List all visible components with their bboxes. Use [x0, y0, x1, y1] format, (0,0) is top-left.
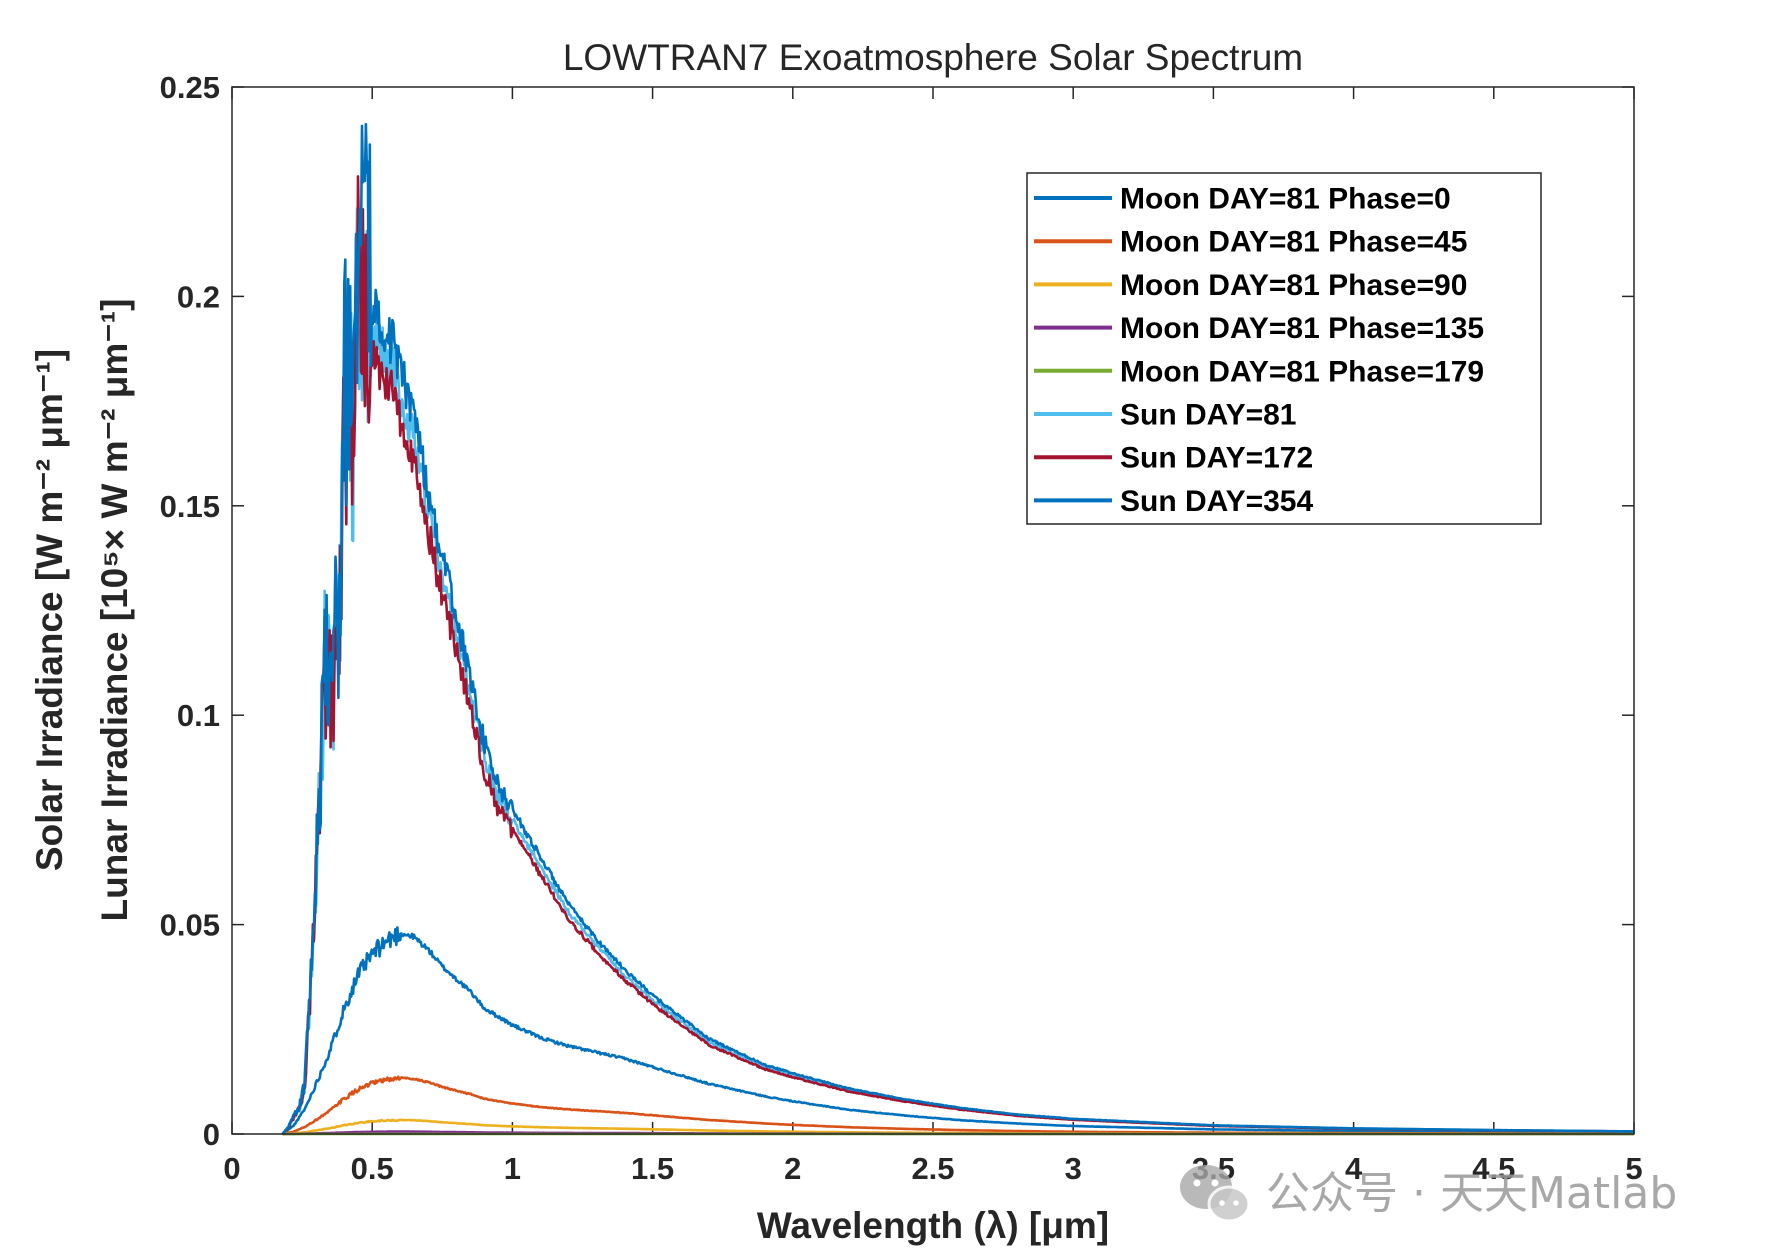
y-tick-label: 0.1 [177, 698, 220, 733]
x-tick-label: 0.5 [351, 1151, 394, 1186]
x-axis-label: Wavelength (λ) [μm] [757, 1205, 1109, 1246]
x-tick-label: 3 [1065, 1151, 1082, 1186]
legend-box [1026, 172, 1542, 525]
chart-title: LOWTRAN7 Exoatmosphere Solar Spectrum [563, 37, 1303, 78]
legend-label: Moon DAY=81 Phase=90 [1120, 269, 1467, 302]
watermark-text: 公众号 · 天天Matlab [1266, 1168, 1677, 1219]
legend-label: Moon DAY=81 Phase=0 [1120, 183, 1451, 216]
y-tick-label: 0 [203, 1117, 220, 1152]
y-tick-label: 0.2 [177, 279, 220, 314]
y-tick-label: 0.15 [160, 489, 220, 524]
y-axis-ticks: 0 0.05 0.1 0.15 0.2 0.25 [160, 70, 1634, 1152]
legend-label: Sun DAY=354 [1120, 485, 1313, 518]
x-tick-label: 4.5 [1472, 1151, 1515, 1186]
x-tick-label: 5 [1625, 1151, 1642, 1186]
y-axis-label-solar: Solar Irradiance [W m⁻² μm⁻¹] [29, 349, 70, 871]
x-tick-label: 1.5 [631, 1151, 674, 1186]
legend-label: Moon DAY=81 Phase=179 [1120, 355, 1484, 388]
axes-box [231, 86, 1635, 1135]
y-tick-label: 0.25 [160, 70, 220, 105]
y-tick-label: 0.05 [160, 908, 220, 943]
wechat-icon [1180, 1165, 1251, 1223]
x-tick-label: 0 [223, 1151, 240, 1186]
y-axis-label-lunar: Lunar Irradiance [10⁵× W m⁻² μm⁻¹] [94, 299, 135, 922]
series-line [281, 122, 1635, 1135]
legend[interactable]: Moon DAY=81 Phase=0 Moon DAY=81 Phase=45 M… [1026, 172, 1542, 525]
x-tick-label: 2.5 [911, 1151, 954, 1186]
legend-label: Moon DAY=81 Phase=45 [1120, 226, 1467, 259]
x-axis-ticks: 00.511.522.533.544.55 [223, 87, 1643, 1186]
legend-label: Sun DAY=172 [1120, 442, 1313, 475]
watermark: 公众号 · 天天Matlab [1180, 1165, 1677, 1223]
legend-label: Moon DAY=81 Phase=135 [1120, 312, 1484, 345]
x-tick-label: 2 [784, 1151, 801, 1186]
series-line [281, 926, 1635, 1136]
x-tick-label: 4 [1345, 1151, 1363, 1186]
x-tick-label: 1 [504, 1151, 521, 1186]
legend-label: Sun DAY=81 [1120, 399, 1296, 432]
